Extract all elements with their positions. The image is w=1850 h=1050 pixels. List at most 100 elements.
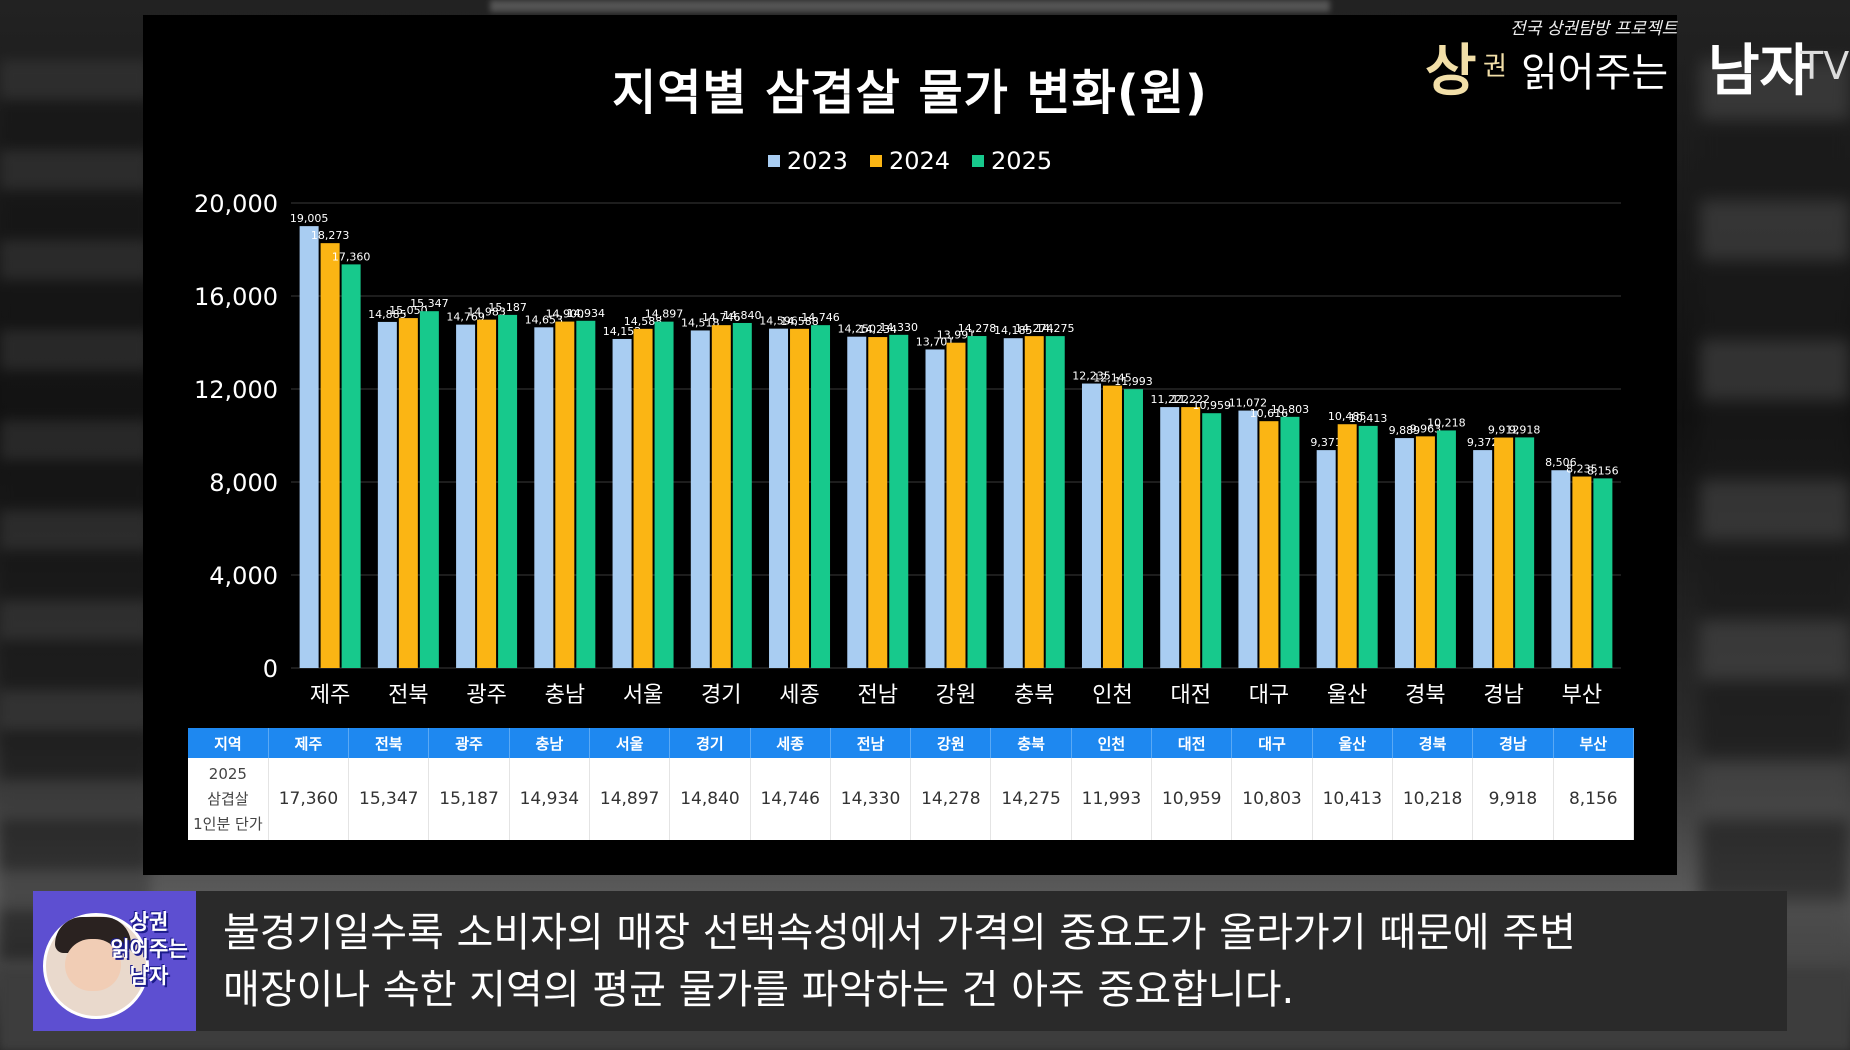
- blurred-background-right: [1700, 60, 1850, 960]
- table-row-label: 2025 삼겹살 1인분 단가: [188, 758, 269, 840]
- bar-2024: [1102, 385, 1122, 668]
- bar-2024: [946, 342, 966, 668]
- bar-2024: [633, 328, 653, 668]
- table-cell: 10,218: [1392, 758, 1474, 840]
- table-cell: 14,746: [750, 758, 831, 840]
- row-label-unit: 1인분 단가: [193, 814, 263, 833]
- y-tick-label: 8,000: [209, 469, 278, 497]
- chart-slide: 지역별 삼겹살 물가 변화(원) 2023 2024 2025 0 4,000 8,…: [143, 15, 1677, 875]
- legend-label-2024: 2024: [888, 147, 951, 175]
- bar-2023: [1003, 338, 1023, 668]
- data-label: 14,278: [958, 322, 997, 335]
- watermark-middle: 읽어주는: [1521, 50, 1669, 96]
- row-label-item: 삼겹살: [207, 789, 249, 808]
- table-header-cell: 세종: [750, 728, 831, 758]
- bar-2023: [1081, 383, 1101, 668]
- bar-2024: [1494, 437, 1514, 668]
- bar-2025: [498, 314, 518, 668]
- bar-2025: [1045, 336, 1065, 668]
- y-tick-label: 20,000: [194, 190, 278, 218]
- legend-item-2025: 2025: [972, 147, 1052, 175]
- bar-2025: [1436, 430, 1456, 668]
- table-header-cell: 전남: [830, 728, 912, 758]
- table-header-cell: 부산: [1553, 728, 1635, 758]
- table-cell: 14,840: [669, 758, 751, 840]
- data-label: 14,234: [859, 323, 898, 336]
- bar-2025: [889, 334, 909, 668]
- x-tick-label: 대구: [1249, 683, 1289, 708]
- data-label: 14,746: [801, 311, 840, 324]
- table-row: 2025 삼겹살 1인분 단가 17,360 15,347 15,187 14,934…: [188, 758, 1635, 840]
- data-label: 10,218: [1427, 416, 1466, 429]
- table-cell: 15,187: [428, 758, 510, 840]
- bar-2025: [811, 325, 831, 668]
- data-label: 14,250: [838, 323, 877, 336]
- legend-item-2023: 2023: [767, 147, 848, 175]
- table-cell: 11,993: [1071, 758, 1153, 840]
- legend-swatch-2023: [767, 155, 780, 167]
- watermark-char-2: 권: [1483, 52, 1507, 82]
- bar-2024: [1024, 336, 1044, 668]
- bar-2025: [1358, 425, 1378, 668]
- watermark-name: 남자: [1708, 39, 1812, 104]
- data-label: 9,889: [1389, 424, 1421, 437]
- data-label: 14,983: [467, 306, 506, 319]
- data-label: 10,616: [1250, 407, 1289, 420]
- table-header-cell: 서울: [589, 728, 671, 758]
- bar-2023: [534, 327, 554, 668]
- bar-2023: [299, 226, 319, 669]
- data-label: 11,222: [1171, 393, 1210, 406]
- bar-2024: [1181, 407, 1201, 668]
- avatar-badge-line2: 읽어주는: [110, 937, 188, 961]
- chart-title: 지역별 삼겹살 물가 변화(원): [612, 65, 1208, 121]
- data-label: 14,274: [1015, 322, 1054, 335]
- data-label: 13,701: [916, 335, 955, 348]
- bar-2023: [456, 324, 476, 668]
- bar-2023: [377, 321, 397, 668]
- x-tick-label: 광주: [466, 683, 506, 708]
- data-label: 13,991: [937, 329, 976, 342]
- bar-2024: [320, 243, 340, 668]
- data-label: 8,506: [1545, 456, 1577, 469]
- bar-2023: [769, 328, 789, 668]
- bar-2023: [925, 349, 945, 668]
- bar-2025: [1202, 413, 1222, 668]
- bar-2025: [967, 336, 987, 668]
- legend-swatch-2024: [869, 155, 882, 167]
- bar-2024: [711, 325, 731, 668]
- subtitle-caption: 상권 읽어주는 남자 불경기일수록 소비자의 매장 선택속성에서 가격의 중요도…: [33, 891, 1787, 1031]
- x-tick-label: 충남: [545, 683, 585, 708]
- watermark-tv: TV: [1800, 44, 1850, 88]
- table-header-cell: 경남: [1472, 728, 1554, 758]
- x-tick-label: 강원: [936, 683, 976, 708]
- caption-text: 불경기일수록 소비자의 매장 선택속성에서 가격의 중요도가 올라가기 때문에 …: [223, 905, 1763, 1019]
- bar-2023: [612, 338, 632, 668]
- x-tick-label: 부산: [1562, 683, 1602, 708]
- data-label: 11,993: [1114, 375, 1153, 388]
- avatar-badge-line3: 남자: [129, 964, 169, 988]
- y-tick-label: 16,000: [194, 283, 278, 311]
- table-cell: 15,347: [348, 758, 430, 840]
- x-tick-label: 경기: [701, 683, 741, 708]
- data-label: 12,145: [1093, 372, 1132, 385]
- table-header-cell: 경기: [669, 728, 751, 758]
- table-header-cell: 강원: [910, 728, 992, 758]
- table-cell: 10,959: [1151, 758, 1233, 840]
- data-label: 14,897: [645, 308, 684, 321]
- table-header-cell: 인천: [1071, 728, 1153, 758]
- bar-2023: [1394, 438, 1414, 668]
- bar-2024: [398, 318, 418, 668]
- y-tick-label: 0: [263, 655, 278, 683]
- avatar-face: [65, 939, 121, 991]
- data-label: 14,596: [759, 315, 798, 328]
- data-label: 17,360: [332, 250, 371, 263]
- table-header-cell: 전북: [348, 728, 430, 758]
- data-label: 15,187: [488, 301, 527, 314]
- data-label: 9,963: [1410, 422, 1442, 435]
- table-header-cell: 경북: [1392, 728, 1474, 758]
- data-label: 14,900: [546, 308, 585, 321]
- bar-2025: [341, 264, 361, 668]
- bar-2025: [1280, 416, 1300, 668]
- table-header-cell: 대전: [1151, 728, 1233, 758]
- table-cell: 14,278: [910, 758, 992, 840]
